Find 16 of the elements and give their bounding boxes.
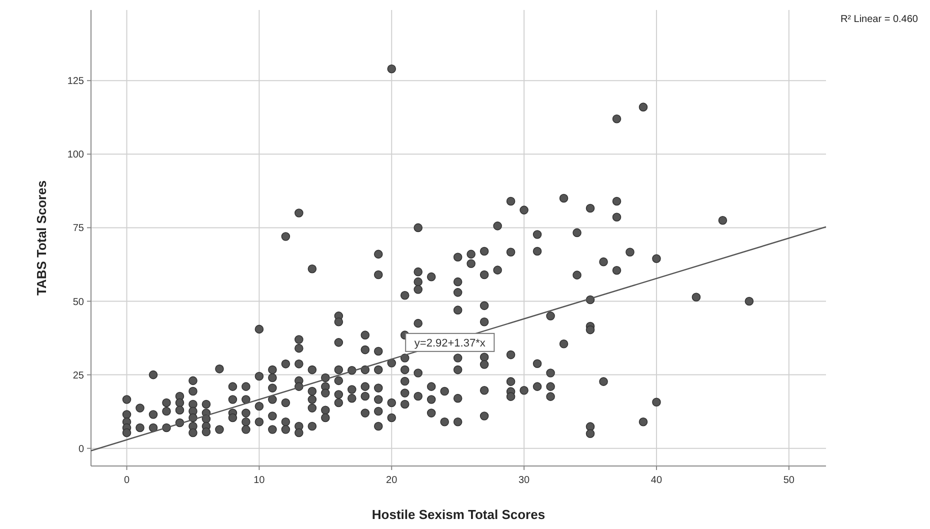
- x-tick-label: 0: [124, 475, 130, 486]
- text: R² Linear = 0.460: [840, 14, 918, 25]
- x-tick-label: 10: [254, 475, 266, 486]
- y-tick-label: 25: [72, 370, 84, 382]
- x-axis-title: Hostile Sexism Total Scores: [372, 507, 546, 522]
- x-tick-label: 30: [518, 475, 530, 486]
- x-tick-label: 50: [783, 475, 795, 486]
- y-tick-label: 50: [72, 296, 84, 308]
- y-tick-label: 75: [72, 223, 84, 234]
- x-tick-label: 40: [650, 475, 662, 486]
- x-tick-label: 20: [386, 475, 398, 486]
- y-tick-label: 0: [78, 444, 84, 455]
- annotation: y=2.92+1.37*x: [414, 337, 486, 350]
- y-tick-label: 125: [67, 76, 84, 88]
- y-tick-label: 100: [67, 150, 84, 161]
- y-axis-title: TABS Total Scores: [34, 180, 49, 296]
